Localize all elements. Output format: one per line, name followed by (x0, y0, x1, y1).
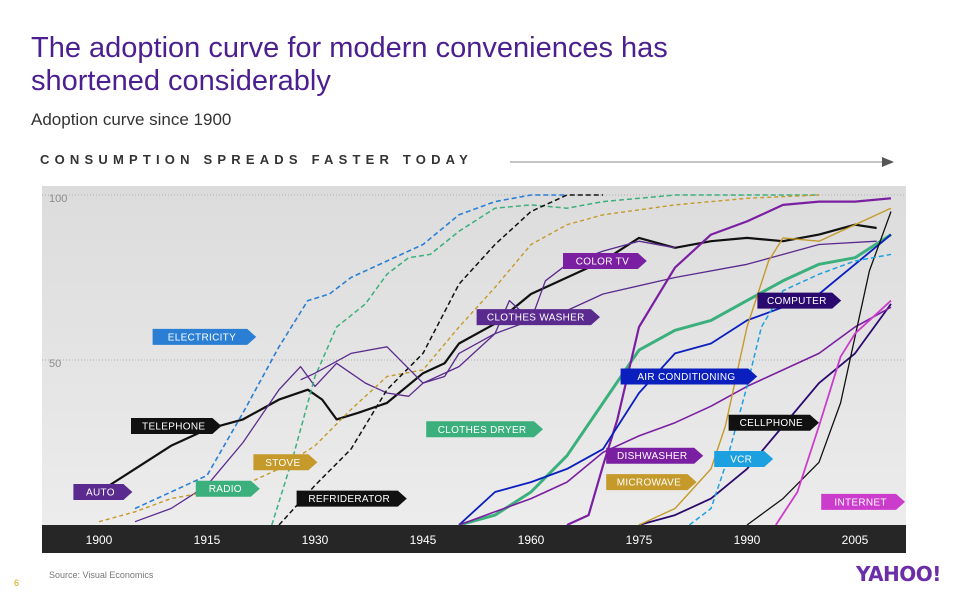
series-label-tag: DISHWASHER (606, 447, 704, 464)
series-line (638, 303, 892, 526)
series-line (458, 233, 892, 527)
series-label: AIR CONDITIONING (637, 372, 735, 383)
series-label: INTERNET (834, 497, 886, 508)
series-label: CLOTHES WASHER (487, 313, 585, 324)
series-label-tag: TELEPHONE (131, 418, 222, 434)
x-tick-label: 1960 (518, 533, 545, 547)
adoption-chart: 50 100 TELEPHONE ELECTRICITY AUTO RADIO STOVE… (42, 186, 906, 553)
series-label: STOVE (265, 458, 300, 469)
series-line (134, 194, 567, 510)
banner-arrow-icon (510, 157, 894, 167)
slide-title: The adoption curve for modern convenienc… (31, 32, 668, 97)
series-label-tag: REFRIDERATOR (296, 490, 407, 507)
y-tick-label: 50 (49, 358, 61, 370)
series-label-tag: STOVE (253, 454, 318, 471)
series-label: REFRIDERATOR (308, 494, 390, 505)
series-label: DISHWASHER (617, 451, 687, 462)
series-line (278, 194, 603, 526)
series-label-tag: AUTO (73, 484, 133, 500)
series-label-shape (131, 418, 222, 434)
series-label-tag: COMPUTER (757, 292, 842, 309)
series-label-shape (152, 328, 257, 345)
series-label-tag: CLOTHES WASHER (476, 309, 600, 326)
series-label: COLOR TV (576, 257, 629, 268)
slide-subtitle: Adoption curve since 1900 (31, 110, 232, 129)
series-label: COMPUTER (767, 296, 827, 307)
x-axis-ticks: 1900 1915 1930 1945 1960 1975 1990 2005 (86, 533, 869, 547)
x-tick-label: 1990 (734, 533, 761, 547)
series-label-tag: ELECTRICITY (152, 328, 257, 345)
series-label: TELEPHONE (142, 422, 205, 433)
series-label-shape (728, 414, 819, 431)
series-label: MICROWAVE (617, 478, 681, 489)
series-label-tag: INTERNET (821, 493, 905, 510)
series-labels: TELEPHONE ELECTRICITY AUTO RADIO STOVE REFRID… (73, 253, 905, 510)
series-label-shape (73, 484, 133, 500)
page-number: 6 (14, 578, 20, 588)
series-label-shape (620, 368, 758, 385)
series-label-tag: CLOTHES DRYER (426, 421, 543, 438)
series-label-shape (296, 490, 407, 507)
chart-banner: CONSUMPTION SPREADS FASTER TODAY (40, 152, 473, 167)
series-line (688, 253, 892, 526)
x-tick-label: 1930 (302, 533, 329, 547)
series-label-tag: MICROWAVE (606, 474, 697, 491)
x-axis-bar (42, 525, 906, 553)
series-label: CELLPHONE (740, 418, 803, 429)
series-label-shape (606, 447, 704, 464)
series-line (746, 211, 892, 526)
x-tick-label: 1915 (194, 533, 221, 547)
series-label: CLOTHES DRYER (438, 425, 527, 436)
series-label-shape (195, 480, 260, 497)
x-tick-label: 2005 (842, 533, 869, 547)
x-tick-label: 1945 (410, 533, 437, 547)
x-tick-label: 1975 (626, 533, 653, 547)
y-tick-label: 100 (49, 193, 67, 205)
series-label-shape (426, 421, 543, 438)
source-note: Source: Visual Economics (49, 570, 154, 580)
series-line (775, 299, 892, 526)
gridlines: 50 100 (42, 193, 906, 370)
x-tick-label: 1900 (86, 533, 113, 547)
series-line (566, 197, 892, 526)
series-label: RADIO (209, 484, 242, 495)
series-line (134, 240, 877, 523)
series-label-tag: COLOR TV (563, 253, 647, 269)
series-label: AUTO (86, 488, 115, 499)
series-label-shape (563, 253, 647, 269)
series-label: VCR (730, 455, 752, 466)
series-line (98, 223, 877, 493)
plot-area (42, 186, 906, 525)
yahoo-logo: YAHOO! (856, 562, 941, 586)
series-label-tag: CELLPHONE (728, 414, 819, 431)
series-label-tag: VCR (714, 451, 774, 467)
series-label-shape (821, 493, 905, 510)
series-line (271, 194, 819, 526)
series-label-tag: AIR CONDITIONING (620, 368, 758, 385)
series-label-shape (757, 292, 842, 309)
series-label: ELECTRICITY (168, 332, 236, 343)
series-line (458, 306, 892, 526)
series-label-shape (606, 474, 697, 491)
series-label-shape (714, 451, 774, 467)
series-label-shape (253, 454, 318, 471)
series-label-tag: RADIO (195, 480, 260, 497)
series-label-shape (476, 309, 600, 326)
